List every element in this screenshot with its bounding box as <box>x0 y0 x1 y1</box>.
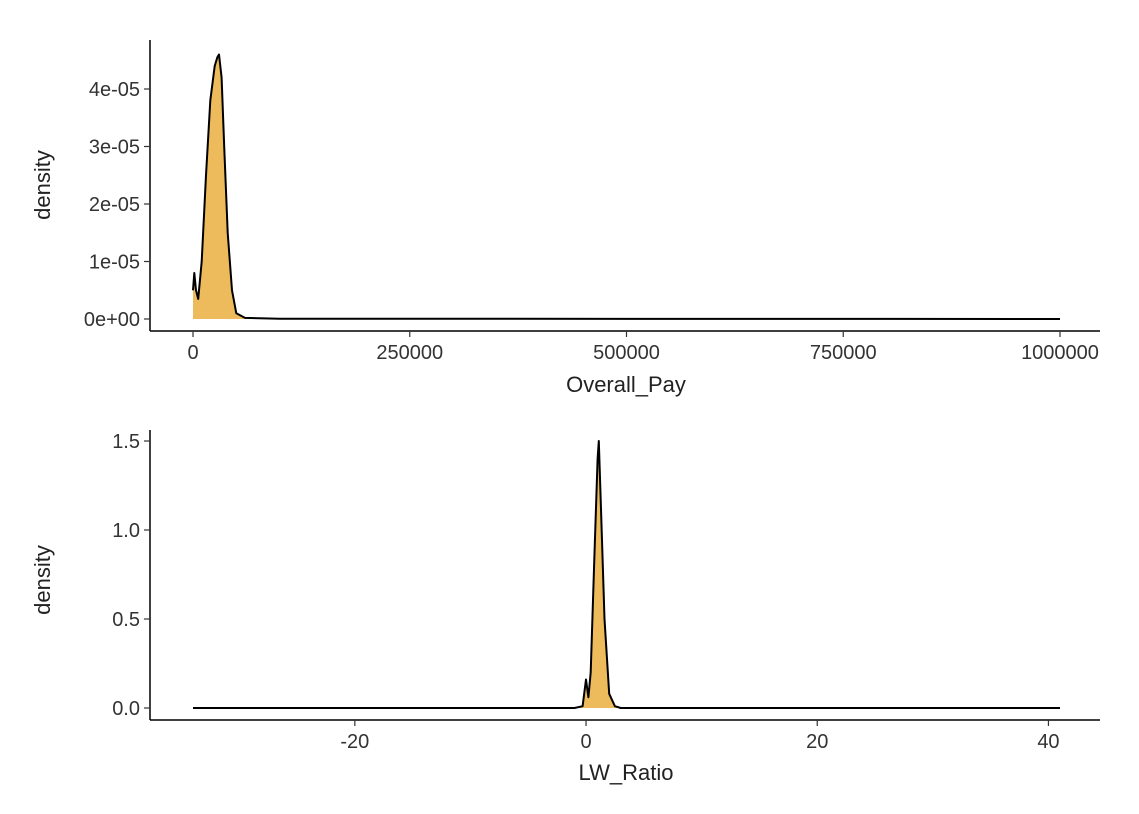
y-axis-label: density <box>30 150 55 220</box>
x-axis-label: LW_Ratio <box>579 760 674 785</box>
density-area <box>193 441 1060 708</box>
y-axis-label: density <box>30 545 55 615</box>
density-area <box>193 54 1060 319</box>
y-tick-label: 3e-05 <box>89 137 140 159</box>
x-tick-label: 0 <box>187 342 198 364</box>
x-tick-label: 750000 <box>810 342 877 364</box>
y-tick-label: 0.0 <box>112 698 140 720</box>
density-line <box>192 53 1061 320</box>
y-tick-label: 1.5 <box>112 431 140 453</box>
y-tick-label: 2e-05 <box>89 194 140 216</box>
y-tick-label: 1e-05 <box>89 252 140 274</box>
x-tick-label: 250000 <box>376 342 443 364</box>
x-tick-label: -20 <box>340 731 369 753</box>
y-tick-label: 0e+00 <box>84 309 140 331</box>
x-tick-label: 20 <box>806 731 828 753</box>
y-tick-label: 0.5 <box>112 609 140 631</box>
x-tick-label: 1000000 <box>1021 342 1099 364</box>
lw-ratio-density-panel: LW_Ratio density -20 0 20 40 0.0 0.5 1.0 1.5 <box>30 430 1100 785</box>
x-axis-label: Overall_Pay <box>566 372 686 397</box>
density-line <box>193 440 1060 709</box>
overall-pay-density-panel: Overall_Pay density 0 250000 500000 750000 1… <box>30 40 1100 397</box>
x-tick-label: 500000 <box>593 342 660 364</box>
y-tick-label: 4e-05 <box>89 79 140 101</box>
x-tick-label: 0 <box>580 731 591 753</box>
y-tick-label: 1.0 <box>112 520 140 542</box>
x-tick-label: 40 <box>1037 731 1059 753</box>
